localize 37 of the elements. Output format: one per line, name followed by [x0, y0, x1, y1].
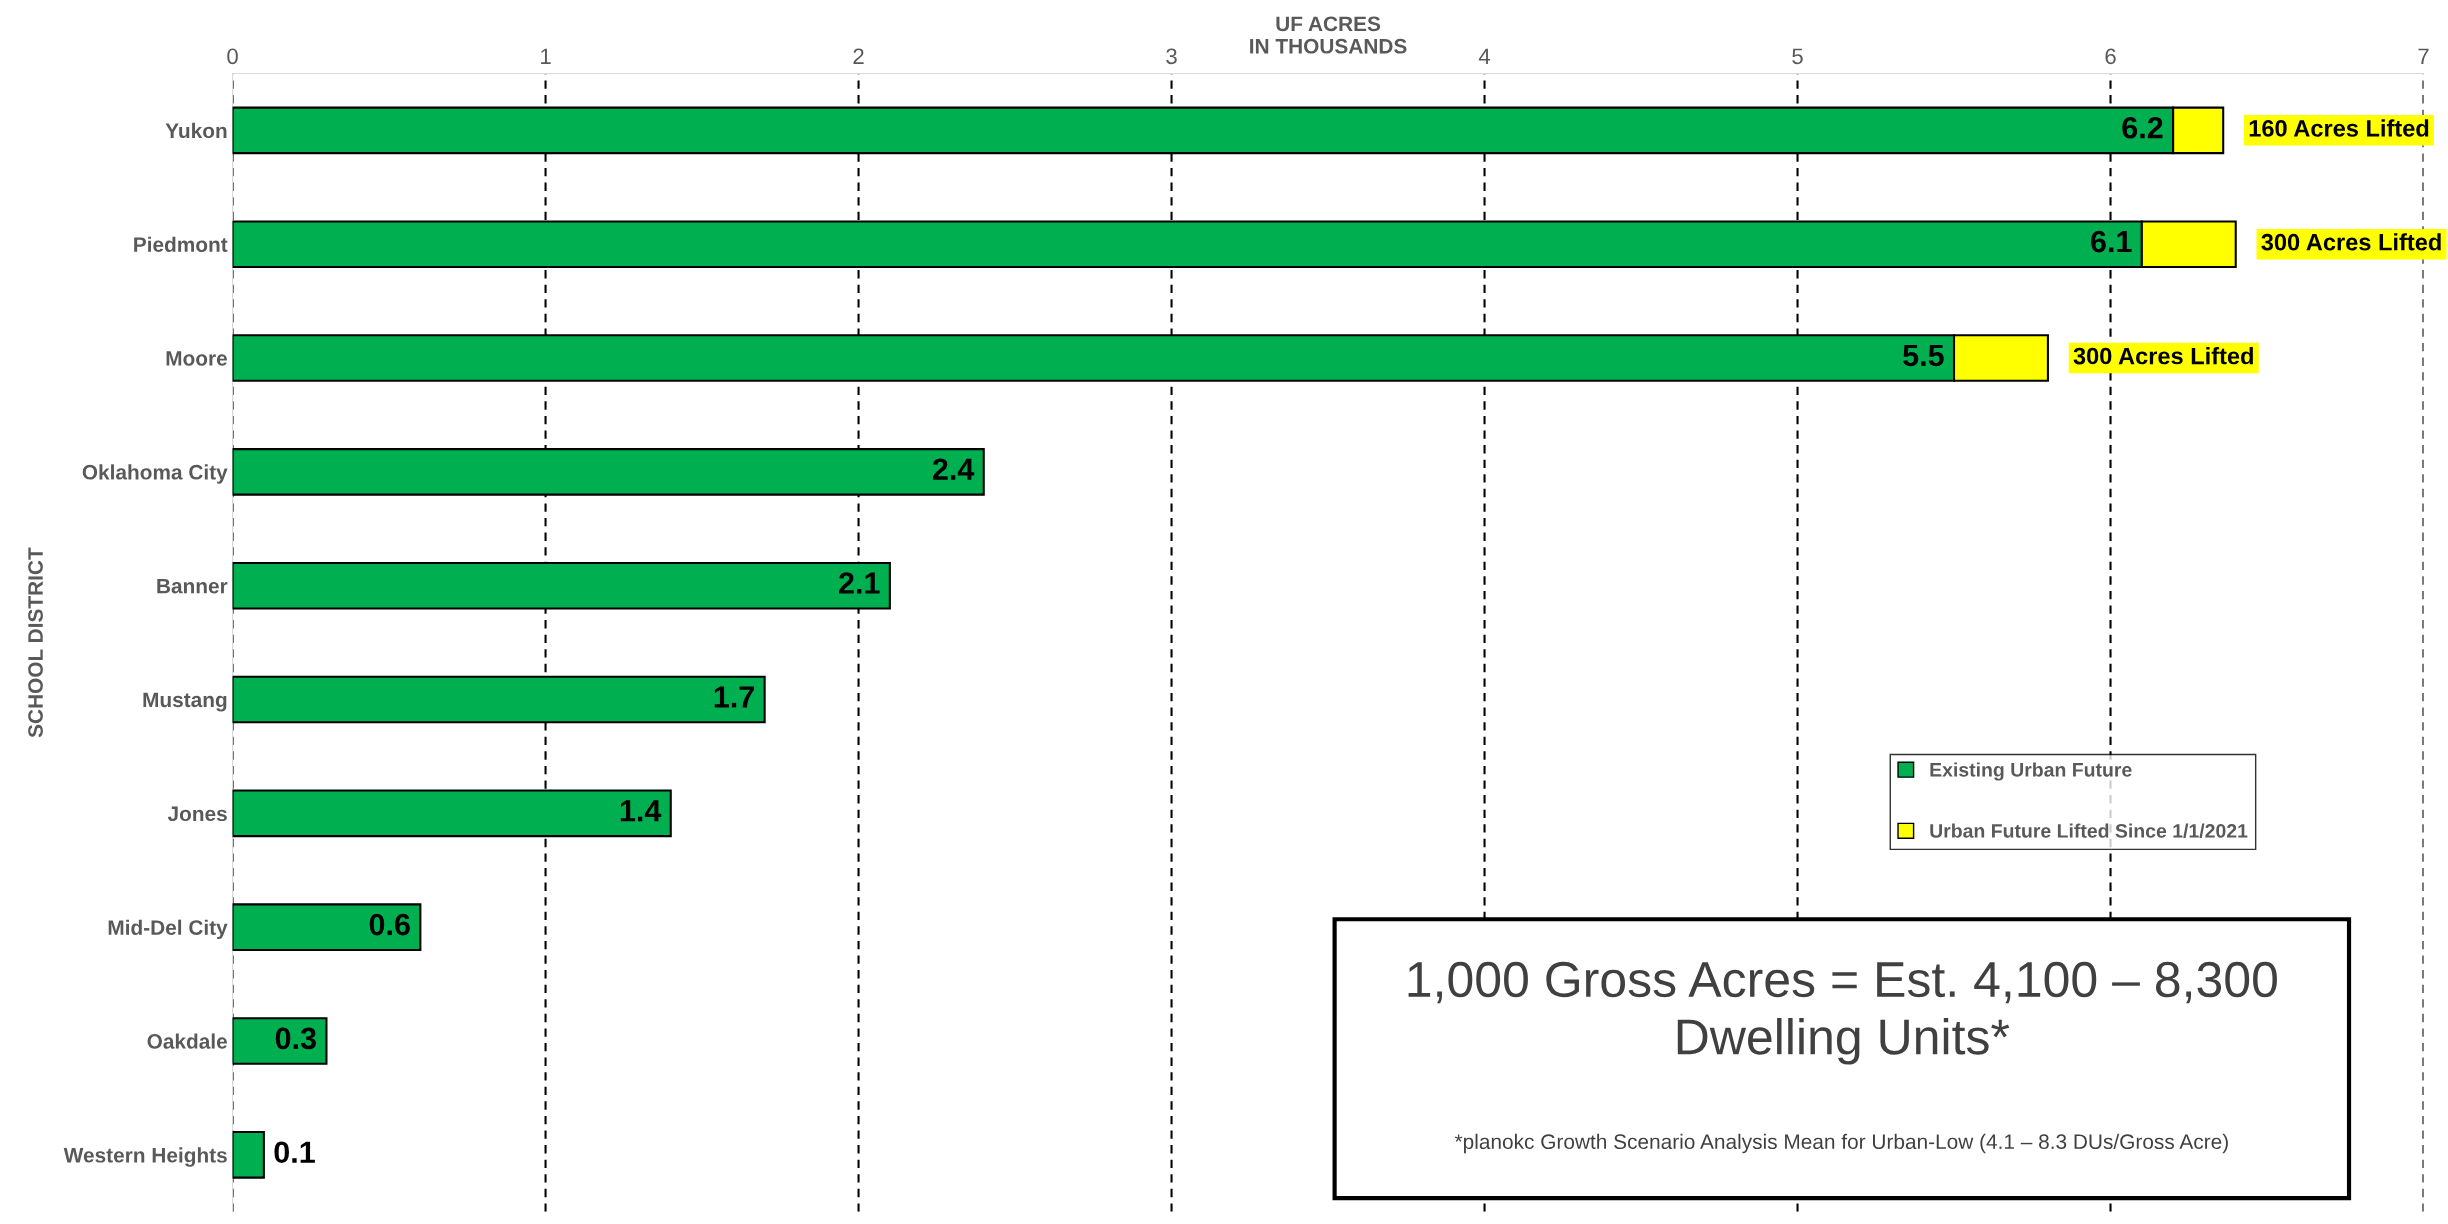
legend-label: Existing Urban Future: [1930, 762, 2132, 781]
x-tick-label: 5: [1792, 48, 1803, 65]
x-tick-label: 3: [1166, 48, 1177, 65]
y-tick-label: Oklahoma City: [82, 464, 228, 484]
legend-label: Urban Future Lifted Since 1/1/2021: [1930, 823, 2248, 838]
x-tick-label: 7: [2418, 48, 2429, 64]
data-label: 1.7: [714, 686, 754, 708]
data-label: 0.1: [274, 1141, 315, 1164]
data-label: 0.6: [369, 913, 410, 936]
y-tick-label: Mid-Del City: [108, 919, 228, 940]
y-tick-label: Piedmont: [134, 236, 228, 252]
annotation: 1,000 Gross Acres = Est. 4,100 – 8,300 Dwelling Units*: [1408, 961, 2277, 1065]
x-tick-label: 4: [1478, 48, 1491, 64]
data-label: 6.2: [2122, 116, 2163, 139]
y-axis-title: SCHOOL DISTRICT: [28, 547, 43, 738]
annotation: *planokc Growth Scenario Analysis Mean for Urban-Low (4.1 – 8.3 DUs/Gross Acre): [1454, 1133, 2228, 1154]
x-tick-label: 1: [541, 48, 551, 64]
x-tick-label: 0: [227, 48, 238, 65]
x-tick-label: 2: [853, 48, 864, 64]
y-tick-label: Moore: [166, 351, 227, 366]
data-label: 0.3: [275, 1027, 316, 1050]
y-tick-label: Oakdale: [147, 1033, 227, 1049]
y-tick-label: Jones: [167, 806, 227, 822]
x-tick-label: 6: [2105, 48, 2116, 65]
y-tick-label: Yukon: [165, 122, 227, 139]
data-label: 2.1: [839, 572, 880, 594]
data-label: 5.5: [1903, 344, 1944, 367]
annotation: 160 Acres Lifted: [2249, 119, 2429, 137]
data-label: 6.1: [2091, 230, 2132, 253]
x-axis-title: UF ACRES IN THOUSANDS: [1250, 16, 1407, 54]
y-tick-label: Banner: [157, 578, 228, 594]
data-label: 2.4: [932, 458, 975, 480]
y-tick-label: Western Heights: [63, 1147, 227, 1167]
y-tick-label: Mustang: [143, 692, 227, 712]
data-label: 1.4: [620, 800, 662, 822]
annotation: 300 Acres Lifted: [2073, 347, 2253, 365]
annotation: 300 Acres Lifted: [2261, 233, 2441, 251]
